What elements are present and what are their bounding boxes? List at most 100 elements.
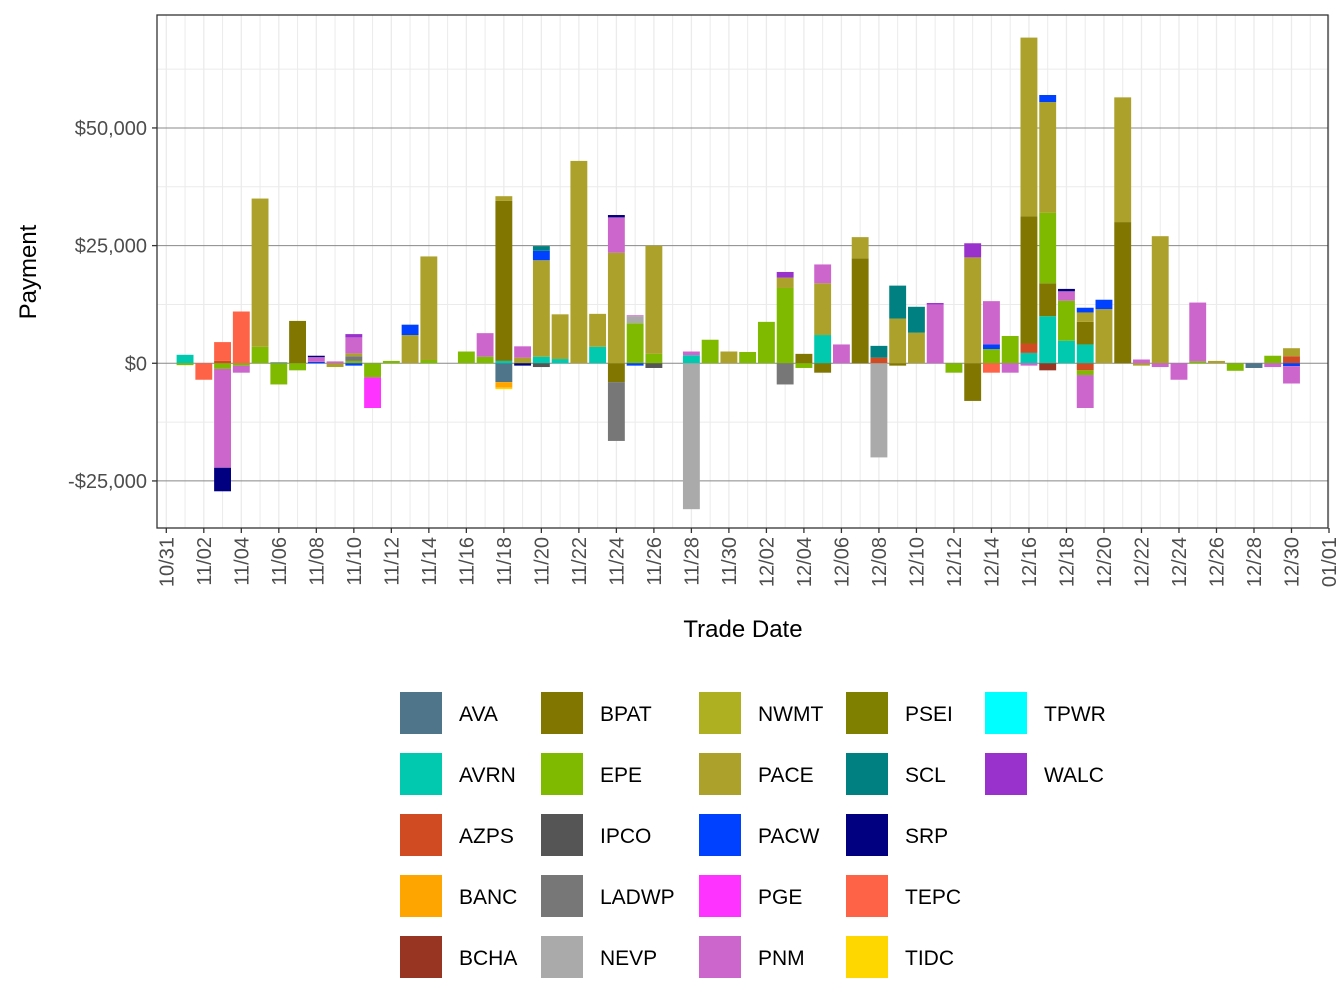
legend-label-pnm: PNM: [758, 947, 805, 970]
x-tick-label: 11/20: [531, 537, 553, 586]
bar-segment-walc: [776, 271, 794, 278]
legend-key-bpat: [541, 692, 583, 734]
bar-segment-pnm: [832, 344, 850, 364]
bar-segment-pace: [589, 313, 607, 347]
legend-label-walc: WALC: [1044, 764, 1104, 787]
bar-segment-bpat: [964, 363, 982, 401]
y-axis-title: Payment: [15, 224, 42, 319]
bar-segment-pnm: [626, 315, 644, 317]
bar-segment-avrn: [551, 359, 569, 364]
bar-segment-pacw: [532, 250, 550, 261]
bar-segment-epe: [983, 349, 1000, 364]
legend-key-ava: [400, 692, 442, 734]
bar-segment-pace: [964, 257, 982, 364]
bar-segment-walc: [345, 334, 363, 338]
bar-segment-pnm: [1001, 363, 1019, 373]
legend-label-banc: BANC: [459, 886, 517, 909]
x-tick-label: 11/14: [419, 537, 441, 586]
legend-label-azps: AZPS: [459, 825, 514, 848]
bar-segment-ava: [270, 362, 288, 364]
bar-segment-pacw: [1095, 299, 1113, 310]
legend-key-epe: [541, 753, 583, 795]
x-tick-label: 12/20: [1094, 537, 1116, 587]
x-tick-label: 12/16: [1019, 537, 1041, 587]
bar-segment-scl: [870, 345, 888, 358]
bar-segment-bpat: [889, 363, 907, 366]
bar-segment-ladwp: [776, 363, 794, 385]
bar-segment-pacw: [307, 361, 325, 364]
bar-segment-bpat: [1039, 283, 1057, 317]
bar-segment-epe: [1076, 370, 1094, 376]
legend-key-pace: [699, 753, 741, 795]
bar-segment-azps: [1283, 356, 1300, 364]
bar-segment-ava: [1245, 363, 1263, 368]
bar-segment-epe: [626, 323, 644, 364]
bar-segment-pacw: [1039, 95, 1057, 103]
bar-segment-srp: [1058, 288, 1075, 292]
bar-segment-pnm: [1264, 363, 1282, 368]
x-tick-label: 12/28: [1244, 537, 1266, 587]
bar-segment-pace: [1076, 312, 1094, 322]
bar-segment-pace: [1151, 236, 1169, 364]
bar-segment-epe: [739, 351, 757, 364]
bar-segment-ipco: [645, 363, 663, 368]
bar-segment-pnm: [1020, 363, 1038, 366]
y-tick-label: $25,000: [75, 236, 147, 258]
bar-segment-ladwp: [607, 382, 625, 441]
bar-segment-epe: [476, 356, 494, 364]
bar-segment-epe: [382, 360, 400, 364]
bar-segment-pace: [1208, 360, 1225, 364]
panel-outline: [156, 14, 1329, 529]
legend-key-bcha: [400, 936, 442, 978]
bar-segment-epe: [1001, 335, 1019, 364]
bar-segment-pace: [326, 363, 344, 368]
y-tick-label: $50,000: [75, 118, 147, 140]
legend-key-azps: [400, 814, 442, 856]
bar-segment-pace: [851, 237, 869, 259]
bar-segment-pnm: [983, 301, 1000, 345]
x-tick-label: 12/24: [1169, 537, 1191, 587]
legend-key-banc: [400, 875, 442, 917]
x-tick-label: 11/30: [719, 537, 741, 586]
bar-segment-pnm: [1076, 375, 1094, 408]
bar-segment-pace: [532, 260, 550, 357]
legend-key-ipco: [541, 814, 583, 856]
bar-segment-pace: [401, 335, 419, 364]
x-tick-label: 11/04: [231, 537, 253, 586]
bar-segment-pnm: [1133, 359, 1150, 364]
bar-segment-pnm: [926, 304, 944, 364]
x-tick-label: 11/02: [194, 537, 216, 586]
bar-segment-bpat: [795, 353, 813, 364]
y-tick-label: -$25,000: [68, 471, 147, 493]
legend-label-nwmt: NWMT: [758, 703, 823, 726]
bar-segment-pace: [570, 160, 588, 364]
bar-segment-tepc: [214, 342, 231, 361]
legend-key-pnm: [699, 936, 741, 978]
bar-segment-avrn: [1076, 344, 1094, 364]
x-tick-label: 01/01: [1319, 537, 1341, 587]
legend-label-srp: SRP: [905, 825, 948, 848]
bar-segment-epe: [214, 363, 231, 369]
legend-label-nevp: NEVP: [600, 947, 657, 970]
bar-segment-bpat: [1076, 321, 1094, 345]
bar-segment-bpat: [851, 258, 869, 364]
bar-segment-nevp: [870, 363, 888, 458]
legend-label-ipco: IPCO: [600, 825, 651, 848]
legend-key-nevp: [541, 936, 583, 978]
legend-key-tidc: [846, 936, 888, 978]
bar-segment-pnm: [682, 351, 700, 356]
bar-segment-pnm: [307, 357, 325, 362]
bar-segment-nevp: [626, 316, 644, 324]
bar-segment-pace: [907, 332, 925, 364]
legend-label-bpat: BPAT: [600, 703, 652, 726]
bar-segment-epe: [364, 363, 382, 378]
bar-segment-pnm: [232, 365, 250, 373]
legend-label-tepc: TEPC: [905, 886, 961, 909]
bar-segment-bpat: [1020, 216, 1038, 344]
x-tick-label: 11/10: [344, 537, 366, 586]
bar-segment-pace: [1114, 97, 1132, 223]
legend-label-avrn: AVRN: [459, 764, 516, 787]
bar-segment-epe: [1226, 363, 1244, 371]
legend-label-tidc: TIDC: [905, 947, 954, 970]
